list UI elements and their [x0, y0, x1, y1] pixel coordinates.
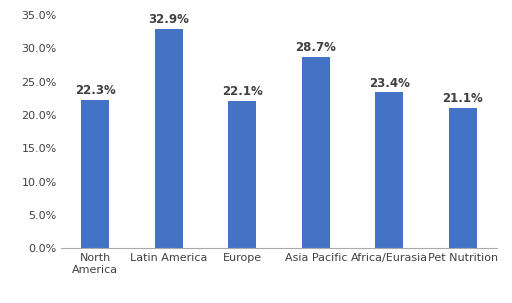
- Bar: [81, 100, 109, 248]
- Bar: [155, 29, 183, 248]
- Bar: [449, 108, 477, 248]
- Text: 28.7%: 28.7%: [295, 42, 336, 55]
- Text: 32.9%: 32.9%: [148, 13, 189, 26]
- Text: 23.4%: 23.4%: [369, 77, 410, 90]
- Bar: [375, 92, 403, 248]
- Bar: [302, 57, 330, 248]
- Text: 22.1%: 22.1%: [222, 85, 263, 98]
- Bar: [228, 101, 256, 248]
- Text: 21.1%: 21.1%: [442, 92, 483, 105]
- Text: 22.3%: 22.3%: [75, 84, 116, 97]
